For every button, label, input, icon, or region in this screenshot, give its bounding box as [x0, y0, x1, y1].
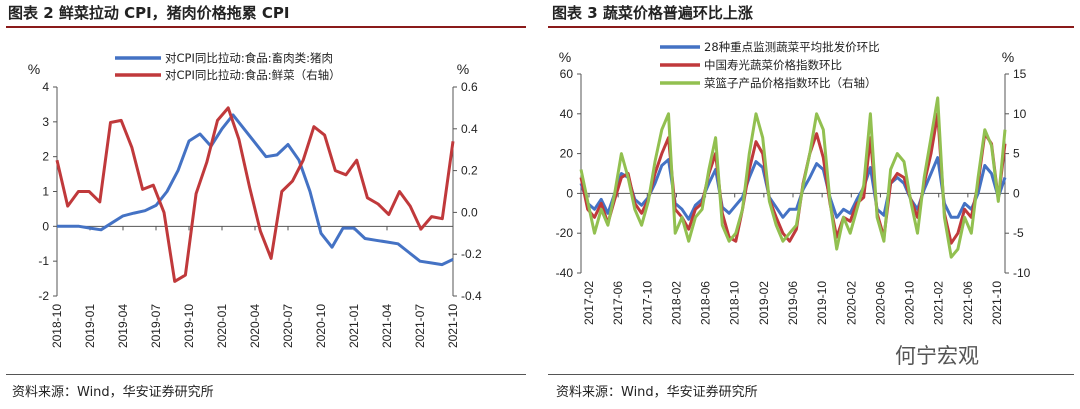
- chart2-x-tick-label: 2019-01: [83, 304, 97, 348]
- chart3-title-rule: [548, 26, 1074, 28]
- chart3-x-tick-label: 2017-10: [640, 281, 654, 325]
- chart3-right-tick-label: 10: [1013, 107, 1027, 121]
- chart2-right-tick-label: 0.4: [461, 122, 478, 136]
- chart3-legend-label-0: 28种重点监测蔬菜平均批发价环比: [704, 40, 880, 54]
- chart3-x-tick-label: 2021-10: [990, 281, 1004, 325]
- chart3-right-unit: %: [1002, 49, 1014, 65]
- chart2-x-tick-label: 2018-10: [50, 304, 64, 348]
- chart3-x-tick-label: 2020-10: [903, 281, 917, 325]
- chart2-x-tick-label: 2020-01: [215, 304, 229, 348]
- chart2-x-tick-label: 2019-07: [149, 304, 163, 348]
- chart3-source-rule: [548, 374, 1074, 375]
- chart3-right-tick-label: 15: [1013, 67, 1027, 81]
- chart2-right-tick-label: 0.6: [461, 80, 478, 94]
- chart2-right-unit: %: [457, 61, 469, 77]
- chart2-right-tick-label: 0.2: [461, 164, 478, 178]
- chart3-x-tick-label: 2021-06: [961, 281, 975, 325]
- chart3-right-tick-label: -5: [1013, 226, 1024, 240]
- chart3-right-tick-label: 5: [1013, 147, 1020, 161]
- chart2-right-tick-label: 0.0: [461, 205, 478, 219]
- chart3-left-tick-label: 40: [560, 107, 574, 121]
- chart3-left-unit: %: [559, 49, 571, 65]
- chart3-left-tick-label: -40: [556, 266, 574, 280]
- chart2-left-tick-label: 4: [42, 80, 49, 94]
- chart2-left-tick-label: -2: [38, 289, 49, 303]
- chart3-x-tick-label: 2019-06: [786, 281, 800, 325]
- chart3-x-tick-label: 2018-06: [699, 281, 713, 325]
- chart2-right-tick-label: -0.2: [461, 247, 482, 261]
- chart2-x-tick-label: 2019-04: [116, 304, 130, 348]
- chart3-x-tick-label: 2020-02: [844, 281, 858, 325]
- chart2-x-tick-label: 2020-04: [248, 304, 262, 348]
- chart2-series-line-0: [57, 113, 454, 267]
- chart2-x-tick-label: 2021-07: [413, 304, 427, 348]
- chart3-source: 资料来源：Wind，华安证券研究所: [556, 385, 758, 400]
- chart3-x-tick-label: 2017-06: [611, 281, 625, 325]
- chart3-legend-label-2: 菜篮子产品价格指数环比（右轴）: [704, 76, 877, 90]
- chart2-x-tick-label: 2021-10: [446, 304, 460, 348]
- chart2-right-tick-label: -0.4: [461, 289, 482, 303]
- chart2-left-tick-label: 0: [42, 219, 49, 233]
- chart2-source: 资料来源：Wind，华安证券研究所: [12, 385, 214, 400]
- chart2-title: 图表 2 鲜菜拉动 CPI，猪肉价格拖累 CPI: [8, 4, 290, 22]
- chart3-legend-label-1: 中国寿光蔬菜价格指数环比: [704, 58, 842, 72]
- chart3-left-tick-label: 0: [566, 186, 573, 200]
- chart3-title: 图表 3 蔬菜价格普遍环比上涨: [552, 4, 753, 22]
- chart3-x-tick-label: 2020-06: [873, 281, 887, 325]
- chart2-series-line-1: [55, 106, 455, 283]
- chart3-series-line-2: [579, 96, 1007, 259]
- chart3-x-tick-label: 2018-10: [728, 281, 742, 325]
- chart3-right-tick-label: -10: [1013, 266, 1031, 280]
- chart2-left-tick-label: -1: [38, 254, 49, 268]
- chart2-x-tick-label: 2019-10: [182, 304, 196, 348]
- chart2-left-tick-label: 3: [42, 115, 49, 129]
- chart3-x-tick-label: 2018-02: [669, 281, 683, 325]
- chart3-left-tick-label: 60: [560, 67, 574, 81]
- chart3-x-tick-label: 2021-02: [932, 281, 946, 325]
- chart3-x-tick-label: 2017-02: [582, 281, 596, 325]
- chart2-legend-label-1: 对CPI同比拉动:食品:鲜菜（右轴）: [165, 68, 341, 82]
- chart2-source-rule: [6, 374, 526, 375]
- chart2-left-tick-label: 2: [42, 150, 49, 164]
- chart3-x-tick-label: 2019-02: [757, 281, 771, 325]
- chart2-left-unit: %: [28, 61, 40, 77]
- chart2-x-tick-label: 2020-10: [314, 304, 328, 348]
- chart2-legend-label-0: 对CPI同比拉动:食品:畜肉类:猪肉: [165, 51, 333, 65]
- chart3-x-tick-label: 2019-10: [815, 281, 829, 325]
- chart3-left-tick-label: -20: [556, 226, 574, 240]
- chart3-right-tick-label: 0: [1013, 186, 1020, 200]
- chart2-title-rule: [6, 26, 526, 28]
- chart3-plot: -40 -20 0 20 40 60 -10 -5 0 5 10 15% % 2017-02 2017-06…: [556, 40, 1031, 325]
- chart2-x-tick-label: 2020-07: [281, 304, 295, 348]
- chart2-left-tick-label: 1: [42, 185, 49, 199]
- chart2-x-tick-label: 2021-01: [347, 304, 361, 348]
- watermark-text: 何宁宏观: [895, 344, 979, 368]
- chart2-x-tick-label: 2021-04: [380, 304, 394, 348]
- chart2-plot: -2 -1 0 1 2 3 4 -0.4 -0.2 0.0 0.2 0.4 0.6% % 2018-10 20…: [28, 51, 482, 348]
- chart3-left-tick-label: 20: [560, 147, 574, 161]
